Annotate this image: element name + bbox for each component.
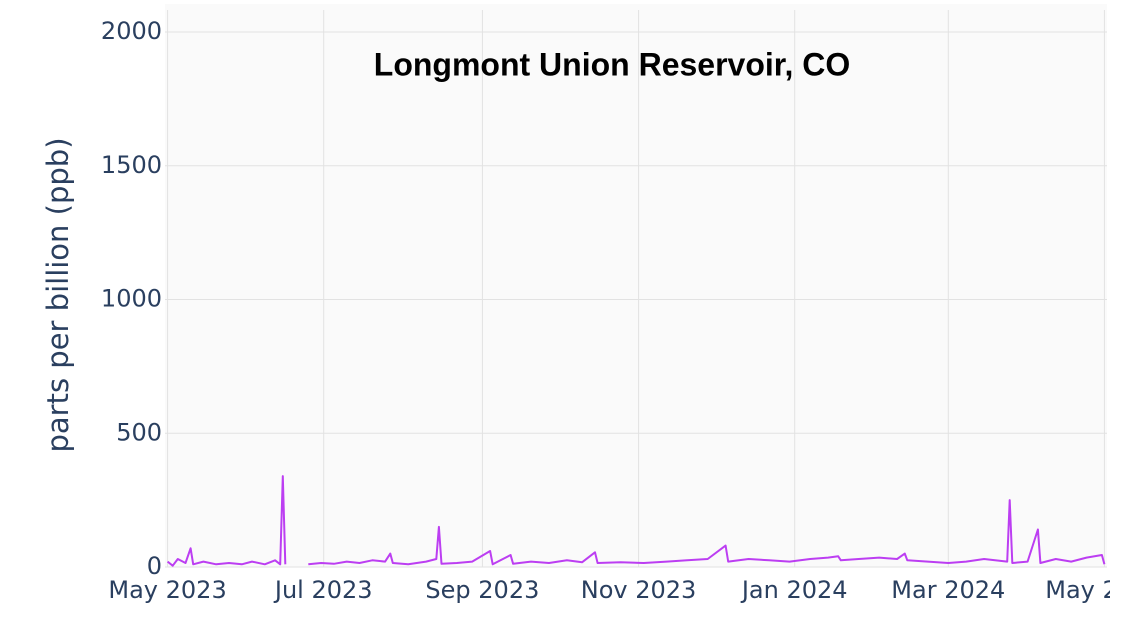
x-tick-label: May 2024 (1045, 576, 1127, 604)
x-tick-label: Nov 2023 (581, 576, 697, 604)
axis-labels: 0 500 1000 1500 2000 May 2023 Jul 2023 Sep 2023… (101, 17, 1127, 604)
y-tick-label: 1000 (101, 285, 162, 313)
x-tick-label: May 2023 (108, 576, 226, 604)
chart-title: Longmont Union Reservoir, CO (374, 46, 850, 82)
y-tick-label: 2000 (101, 17, 162, 45)
y-tick-label: 1500 (101, 151, 162, 179)
y-axis-title: parts per billion (ppb) (41, 137, 75, 452)
line (166, 475, 1106, 567)
series (166, 475, 1106, 567)
plot-background (165, 4, 1107, 567)
x-tick-label: Sep 2023 (425, 576, 539, 604)
x-tick-label: Mar 2024 (891, 576, 1005, 604)
y-tick-label: 500 (116, 418, 162, 446)
grid (165, 10, 1107, 568)
x-tick-label: Jul 2023 (273, 576, 373, 604)
y-tick-label: 0 (147, 552, 162, 580)
x-tick-label: Jan 2024 (740, 576, 848, 604)
